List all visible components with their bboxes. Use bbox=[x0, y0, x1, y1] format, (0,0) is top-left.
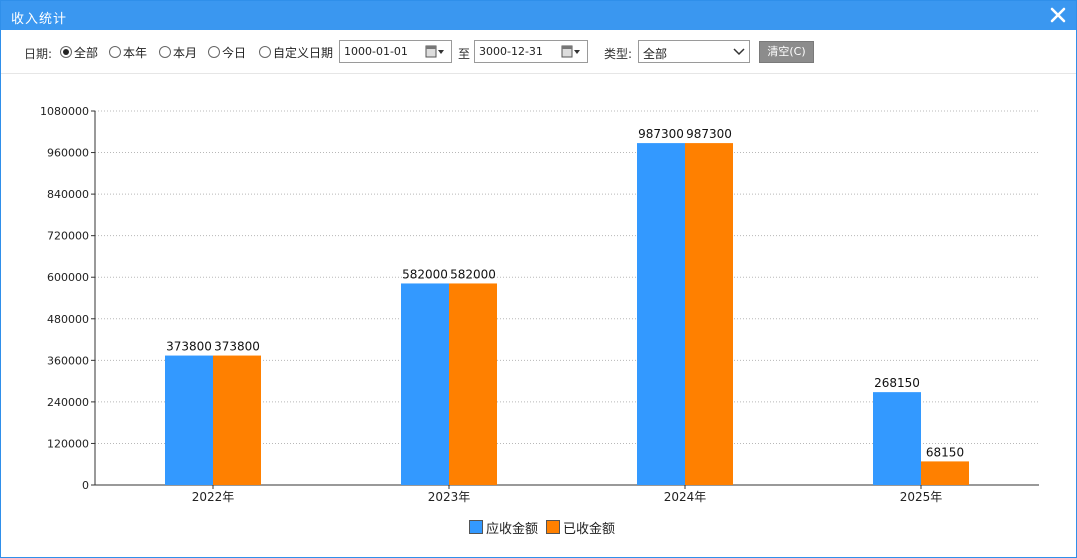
y-tick-label: 1080000 bbox=[40, 105, 89, 118]
to-label: 至 bbox=[458, 47, 471, 61]
radio-today-indicator bbox=[208, 46, 220, 58]
radio-this-year[interactable]: 本年 bbox=[109, 44, 147, 60]
legend-swatch-received bbox=[546, 520, 560, 534]
y-tick-label: 0 bbox=[82, 479, 89, 492]
type-label: 类型: bbox=[604, 47, 633, 61]
y-tick-label: 600000 bbox=[47, 271, 89, 284]
x-tick-label: 2024年 bbox=[664, 490, 707, 504]
radio-custom-date-indicator bbox=[259, 46, 271, 58]
end-date-input[interactable]: 3000-12-31 bbox=[474, 40, 588, 63]
radio-this-month-label: 本月 bbox=[173, 45, 198, 60]
data-label: 373800 bbox=[166, 340, 212, 354]
date-label: 日期: bbox=[24, 47, 53, 61]
radio-custom-date[interactable]: 自定义日期 bbox=[259, 44, 333, 60]
close-icon bbox=[1050, 7, 1066, 23]
legend-item-receivable[interactable]: 应收金额 bbox=[469, 517, 538, 537]
close-button[interactable] bbox=[1048, 5, 1068, 25]
calendar-dropdown-icon[interactable] bbox=[561, 45, 581, 59]
radio-all-indicator bbox=[60, 46, 72, 58]
radio-today-label: 今日 bbox=[222, 45, 247, 60]
bar bbox=[921, 461, 969, 485]
y-tick-label: 240000 bbox=[47, 396, 89, 409]
calendar-dropdown-icon[interactable] bbox=[425, 45, 445, 59]
y-tick-label: 480000 bbox=[47, 313, 89, 326]
end-date-value: 3000-12-31 bbox=[479, 45, 543, 58]
data-label: 582000 bbox=[402, 267, 448, 281]
radio-all-label: 全部 bbox=[74, 45, 99, 60]
x-tick-label: 2022年 bbox=[192, 490, 235, 504]
data-label: 268150 bbox=[874, 376, 920, 390]
radio-today[interactable]: 今日 bbox=[208, 44, 246, 60]
y-tick-label: 120000 bbox=[47, 437, 89, 450]
radio-this-month[interactable]: 本月 bbox=[159, 44, 197, 60]
clear-button[interactable]: 清空(C) bbox=[759, 41, 814, 63]
title-bar: 收入统计 bbox=[1, 1, 1076, 30]
bar bbox=[213, 355, 261, 485]
chevron-down-icon bbox=[733, 48, 745, 56]
legend-label-received: 已收金额 bbox=[563, 521, 616, 537]
legend-swatch-receivable bbox=[469, 520, 483, 534]
data-label: 68150 bbox=[926, 445, 964, 459]
radio-custom-date-label: 自定义日期 bbox=[273, 45, 334, 60]
radio-this-month-indicator bbox=[159, 46, 171, 58]
radio-this-year-indicator bbox=[109, 46, 121, 58]
bar bbox=[873, 392, 921, 485]
data-label: 987300 bbox=[638, 127, 684, 141]
legend-label-receivable: 应收金额 bbox=[486, 521, 539, 537]
radio-this-year-label: 本年 bbox=[123, 45, 148, 60]
start-date-input[interactable]: 1000-01-01 bbox=[339, 40, 452, 63]
radio-all[interactable]: 全部 bbox=[60, 44, 98, 60]
x-tick-label: 2025年 bbox=[900, 490, 943, 504]
y-tick-label: 360000 bbox=[47, 354, 89, 367]
data-label: 582000 bbox=[450, 267, 496, 281]
legend-item-received[interactable]: 已收金额 bbox=[546, 517, 615, 537]
y-tick-label: 960000 bbox=[47, 147, 89, 160]
x-tick-label: 2023年 bbox=[428, 490, 471, 504]
type-select[interactable]: 全部 bbox=[638, 40, 750, 63]
y-tick-label: 840000 bbox=[47, 188, 89, 201]
window-title: 收入统计 bbox=[11, 12, 68, 27]
data-label: 373800 bbox=[214, 340, 260, 354]
chart-legend: 应收金额 已收金额 bbox=[1, 517, 1077, 537]
type-select-value: 全部 bbox=[643, 47, 668, 61]
bar bbox=[637, 143, 685, 485]
bar bbox=[449, 283, 497, 485]
data-label: 987300 bbox=[686, 127, 732, 141]
filter-bar: 日期: 全部 本年 本月 今日 自定义日期 1000-01-01 bbox=[1, 30, 1076, 74]
revenue-bar-chart: 0 120000 240000 360000 480000 600000 720000 840… bbox=[40, 105, 1039, 504]
y-tick-label: 720000 bbox=[47, 230, 89, 243]
bar bbox=[401, 283, 449, 485]
start-date-value: 1000-01-01 bbox=[344, 45, 408, 58]
bar bbox=[165, 355, 213, 485]
bar bbox=[685, 143, 733, 485]
